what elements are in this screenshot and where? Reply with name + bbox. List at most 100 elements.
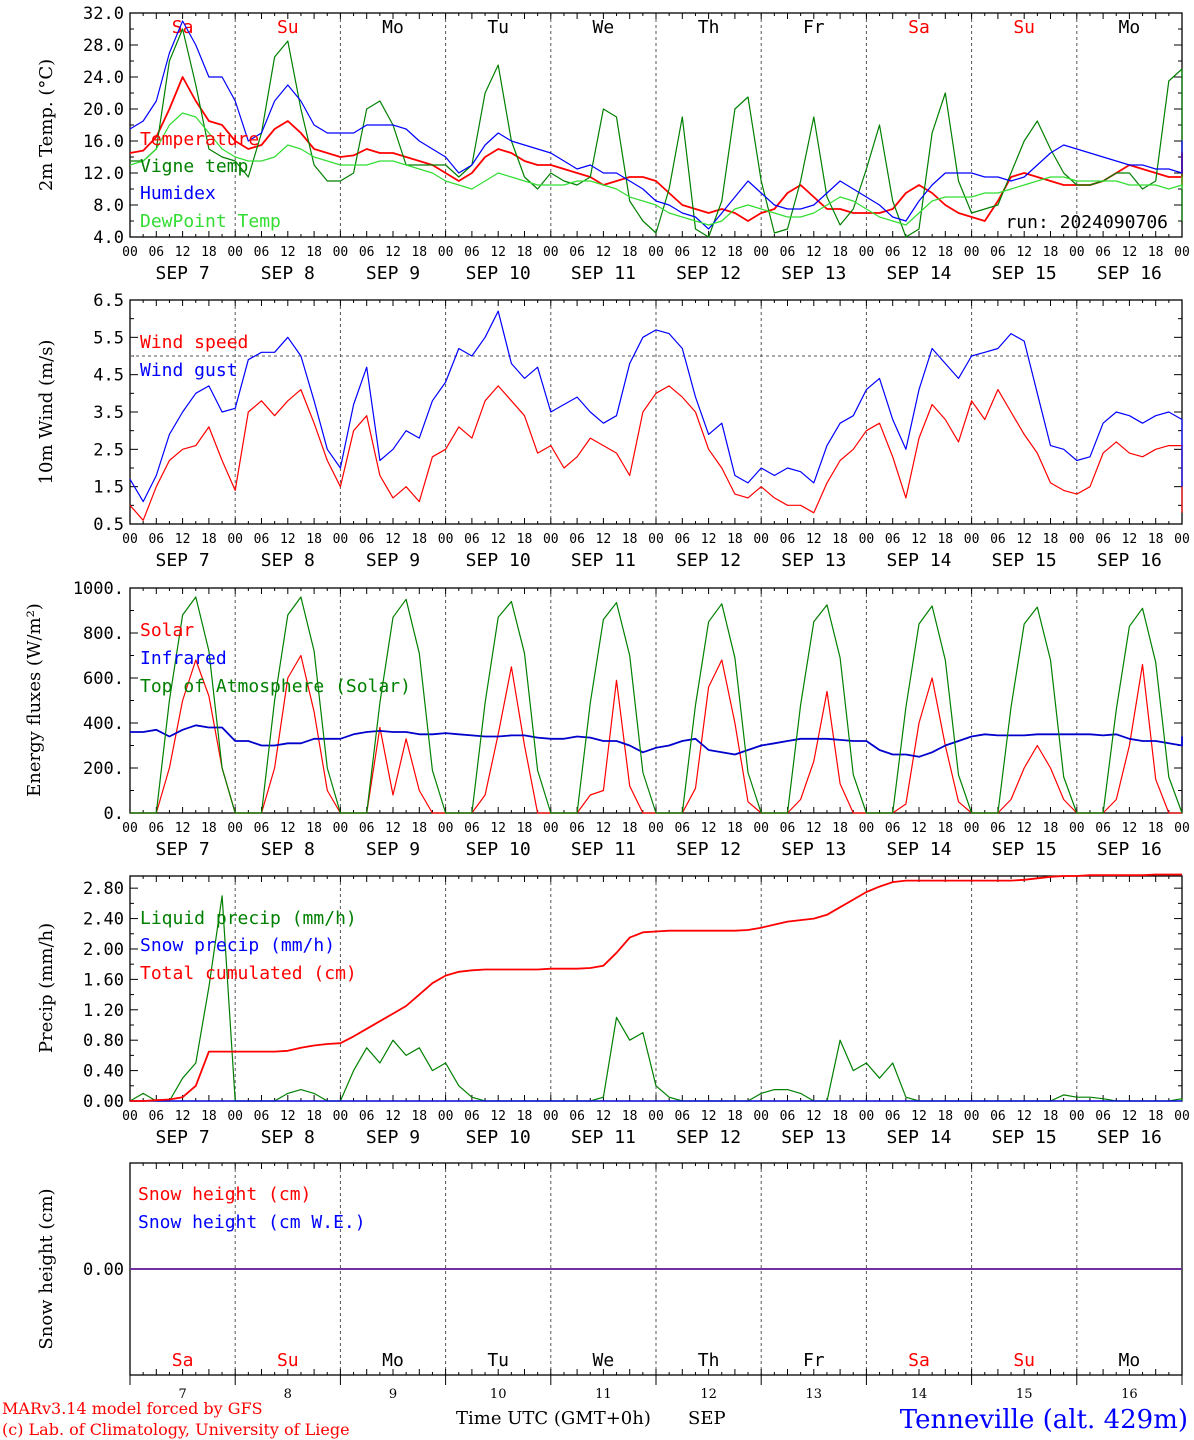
date-label: SEP 13: [781, 550, 846, 571]
day-name-top: We: [593, 17, 615, 38]
date-label: SEP 8: [261, 550, 315, 571]
date-label: SEP 11: [571, 550, 636, 571]
hour-tick-label: 00: [964, 1109, 980, 1124]
hour-tick-label: 06: [148, 245, 164, 260]
hour-tick-label: 18: [832, 245, 848, 260]
hour-tick-label: 00: [648, 245, 664, 260]
hour-tick-label: 18: [201, 1109, 217, 1124]
hour-tick-label: 06: [780, 532, 796, 547]
hour-tick-label: 00: [333, 245, 349, 260]
legend-vigne-temp: Vigne temp: [140, 156, 248, 177]
date-label: SEP 8: [261, 1127, 315, 1148]
date-label: SEP 12: [676, 839, 741, 860]
hour-tick-label: 18: [937, 532, 953, 547]
hour-tick-label: 18: [517, 1109, 533, 1124]
day-name-top: Mo: [1119, 17, 1141, 38]
series-line-top-of-atmosphere-solar-: [130, 596, 1183, 814]
y-tick-label: 0.00: [83, 1260, 124, 1280]
legend-wind-gust: Wind gust: [140, 360, 238, 381]
hour-tick-label: 00: [1069, 821, 1085, 836]
hour-tick-label: 12: [1016, 1109, 1032, 1124]
date-label: SEP 10: [466, 839, 531, 860]
hour-tick-label: 06: [1095, 1109, 1111, 1124]
y-tick-label: 2.80: [83, 879, 124, 899]
hour-tick-label: 00: [227, 532, 243, 547]
series-line-wind-gust: [129, 310, 1183, 503]
hour-tick-label: 12: [385, 821, 401, 836]
hour-tick-label: 18: [622, 532, 638, 547]
energy-ylabel: Energy fluxes (W/m²): [24, 603, 45, 797]
hour-tick-label: 06: [359, 821, 375, 836]
hour-tick-label: 06: [1095, 245, 1111, 260]
hour-tick-label: 12: [280, 1109, 296, 1124]
hour-tick-label: 18: [1148, 1109, 1164, 1124]
hour-tick-label: 12: [806, 821, 822, 836]
hour-tick-label: 18: [937, 821, 953, 836]
legend-wind-speed: Wind speed: [140, 332, 248, 353]
hour-tick-label: 12: [596, 821, 612, 836]
day-name-bottom: Fr: [803, 1350, 825, 1371]
hour-tick-label: 18: [1043, 532, 1059, 547]
hour-tick-label: 00: [543, 1109, 559, 1124]
hour-tick-label: 00: [438, 1109, 454, 1124]
hour-tick-label: 12: [911, 821, 927, 836]
legend-temperature: Temperature: [140, 129, 259, 150]
legend-snow-height: Snow height (cm): [138, 1184, 311, 1205]
hour-tick-label: 12: [175, 532, 191, 547]
date-label: SEP 8: [261, 263, 315, 284]
day-name-top: Mo: [382, 17, 404, 38]
y-tick-label: 0.5: [93, 515, 124, 535]
hour-tick-label: 00: [964, 532, 980, 547]
hour-tick-label: 06: [464, 532, 480, 547]
month-label: SEP: [688, 1408, 726, 1429]
hour-tick-label: 06: [780, 821, 796, 836]
hour-tick-label: 18: [727, 821, 743, 836]
date-label: SEP 16: [1097, 550, 1162, 571]
day-name-bottom: Sa: [908, 1350, 930, 1371]
hour-tick-label: 06: [569, 532, 585, 547]
day-number: 13: [806, 1387, 823, 1402]
hour-tick-label: 00: [859, 1109, 875, 1124]
hour-tick-label: 18: [1043, 245, 1059, 260]
temp-ylabel: 2m Temp. (°C): [36, 59, 57, 191]
station-label: Tenneville (alt. 429m): [900, 1405, 1188, 1435]
hour-tick-label: 00: [964, 245, 980, 260]
hour-tick-label: 12: [175, 245, 191, 260]
hour-tick-label: 06: [254, 821, 270, 836]
hour-tick-label: 06: [569, 1109, 585, 1124]
hour-tick-label: 06: [780, 1109, 796, 1124]
hour-tick-label: 00: [964, 821, 980, 836]
y-tick-label: 4.0: [93, 228, 124, 248]
series-line-total-cumulated-cm-: [130, 873, 1182, 1102]
hour-tick-label: 18: [201, 245, 217, 260]
hour-tick-label: 06: [780, 245, 796, 260]
hour-tick-label: 06: [569, 245, 585, 260]
date-label: SEP 9: [366, 1127, 420, 1148]
day-name-top: Su: [1013, 17, 1035, 38]
hour-tick-label: 18: [937, 1109, 953, 1124]
legend-snow-precip: Snow precip (mm/h): [140, 935, 335, 956]
hour-tick-label: 00: [1174, 532, 1190, 547]
day-name-bottom: Mo: [1119, 1350, 1141, 1371]
hour-tick-label: 06: [464, 245, 480, 260]
legend-dewpoint: DewPoint Temp: [140, 211, 281, 232]
y-tick-label: 200.: [83, 759, 124, 779]
hour-tick-label: 06: [885, 245, 901, 260]
hour-tick-label: 12: [1122, 821, 1138, 836]
hour-tick-label: 00: [1069, 532, 1085, 547]
y-tick-label: 1000.: [73, 579, 124, 599]
date-label: SEP 7: [156, 550, 210, 571]
date-label: SEP 16: [1097, 263, 1162, 284]
hour-tick-label: 06: [254, 1109, 270, 1124]
day-name-bottom: Tu: [487, 1350, 509, 1371]
date-label: SEP 15: [992, 550, 1057, 571]
hour-tick-label: 00: [859, 245, 875, 260]
day-name-bottom: Mo: [382, 1350, 404, 1371]
hour-tick-label: 06: [148, 821, 164, 836]
date-label: SEP 16: [1097, 1127, 1162, 1148]
day-number: 11: [595, 1387, 612, 1402]
hour-tick-label: 00: [122, 245, 138, 260]
date-label: SEP 15: [992, 263, 1057, 284]
hour-tick-label: 18: [517, 532, 533, 547]
